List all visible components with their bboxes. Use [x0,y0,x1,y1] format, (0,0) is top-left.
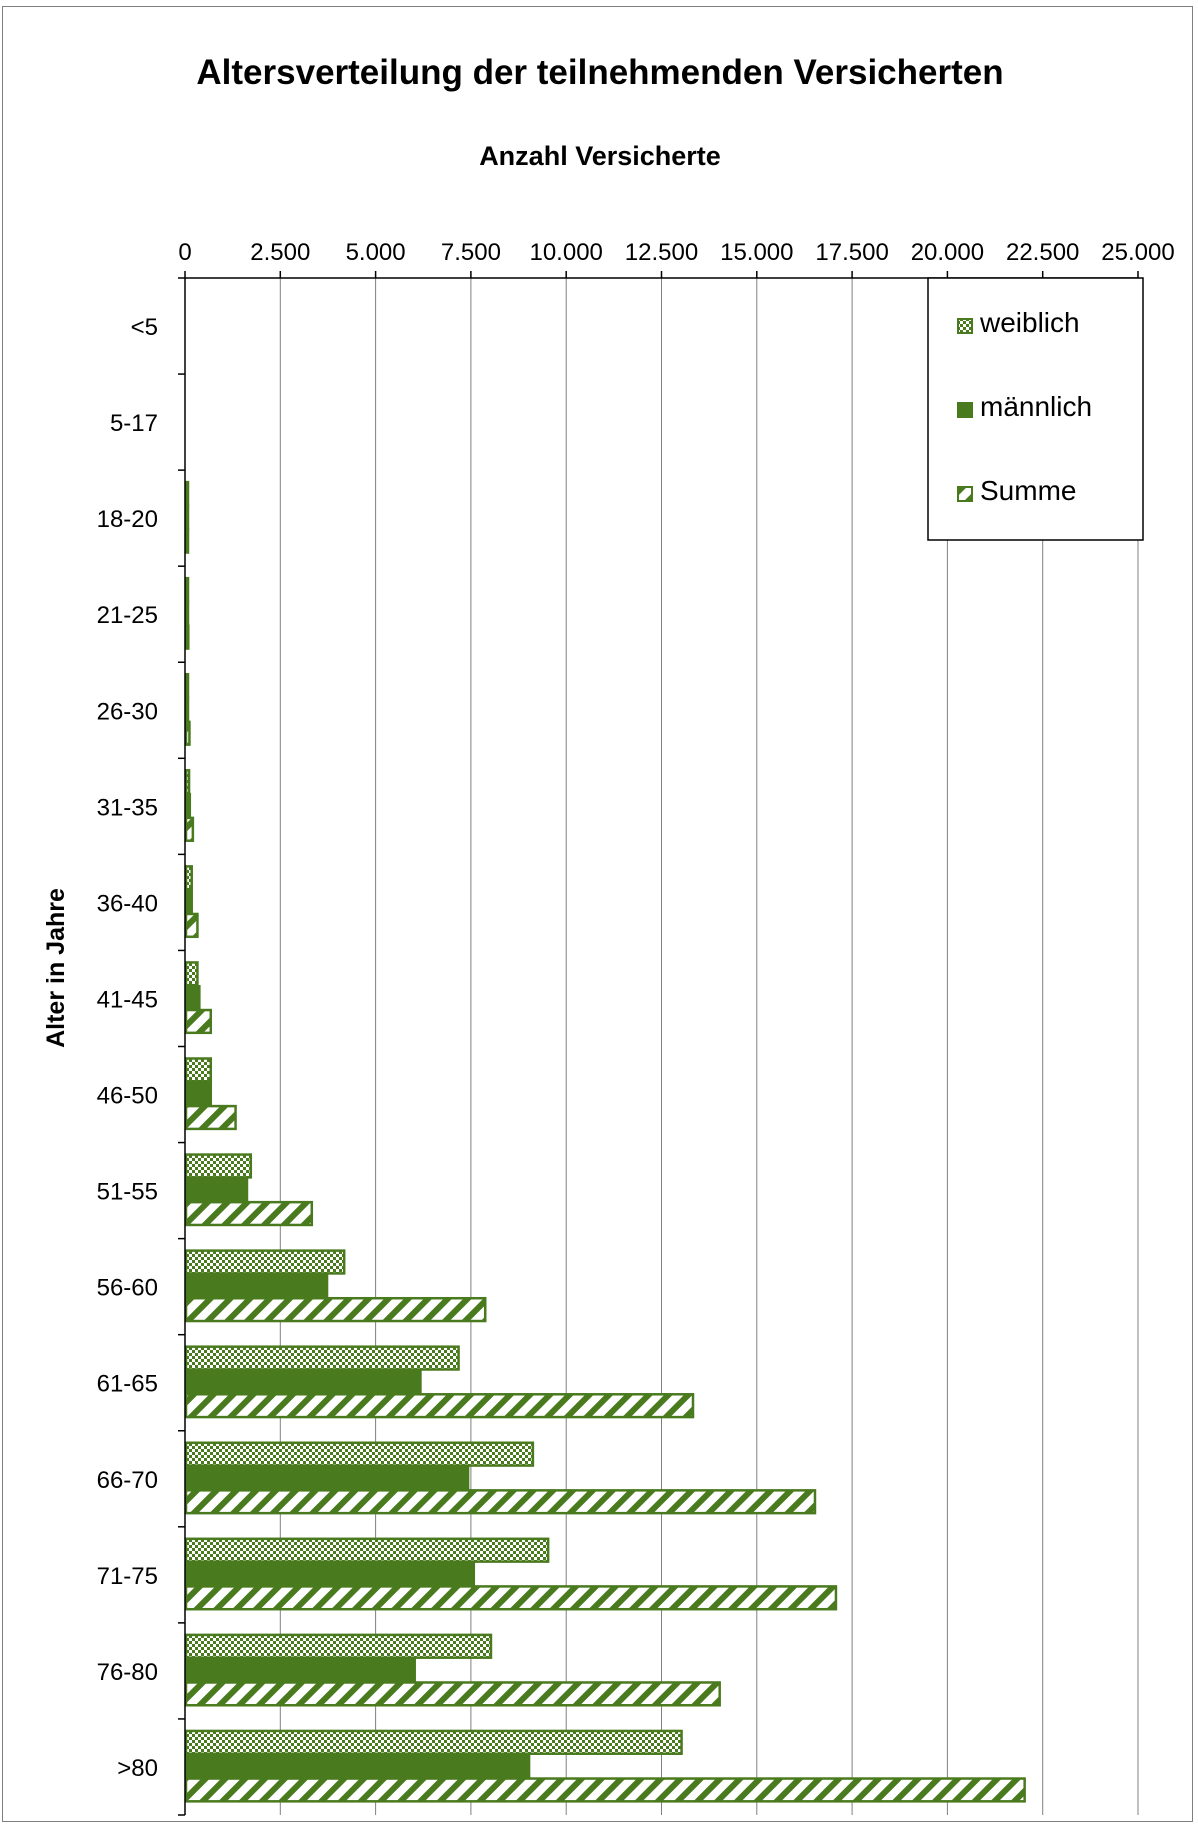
bar-checker [184,865,193,891]
bar-solid [184,1561,476,1587]
bar-checker [184,576,190,603]
y-tick-label: 51-55 [97,1179,158,1206]
bar-diagonal [184,1296,487,1323]
bar-solid [184,1465,470,1491]
legend-swatch-solid [957,402,973,418]
bar-solid [184,984,201,1011]
bar-checker [184,1633,493,1659]
x-tick-label: 5.000 [346,239,406,266]
bar-diagonal [184,1393,695,1419]
y-tick-label: >80 [117,1755,158,1782]
bar-solid [184,1753,531,1779]
y-tick-label: 41-45 [97,986,158,1013]
bar-solid [184,696,190,723]
bar-diagonal [184,1489,817,1515]
x-tick-label: 22.500 [1006,239,1079,266]
legend-swatch-diagonal [957,486,973,502]
bar-diagonal [184,1008,213,1035]
y-tick-label: <5 [131,314,158,341]
x-tick-label: 12.500 [625,239,698,266]
y-axis-title: Alter in Jahre [42,888,70,1048]
x-tick-label: 20.000 [911,239,984,266]
bar-diagonal [184,624,190,650]
legend-label: männlich [980,391,1092,422]
y-tick-label: 76-80 [97,1659,158,1686]
x-tick-label: 17.500 [815,239,888,266]
bar-solid [184,504,190,530]
bar-checker [184,480,190,507]
bar-solid [184,1369,422,1395]
bar-checker [184,769,191,795]
bar-solid [184,1177,249,1203]
x-tick-label: 7.500 [441,239,501,266]
x-tick-label: 25.000 [1101,239,1174,266]
bar-diagonal [184,1681,721,1707]
bar-checker [184,1729,683,1755]
bar-checker [184,961,199,987]
y-tick-label: 21-25 [97,602,158,629]
bar-solid [184,792,192,819]
bars [184,480,1026,1803]
legend-label: weiblich [979,307,1080,338]
y-tick-label: 71-75 [97,1563,158,1590]
bar-solid [184,1657,416,1683]
legend-label: Summe [980,475,1076,506]
legend: weiblich männlich Summe [927,277,1144,541]
x-axis-title: Anzahl Versicherte [479,141,721,171]
x-tick-label: 2.500 [250,239,310,266]
y-tick-label: 61-65 [97,1371,158,1398]
y-tick-label: 26-30 [97,698,158,725]
chart-title: Altersverteilung der teilnehmenden Versi… [196,53,1003,92]
x-tick-label: 10.000 [529,239,602,266]
y-tick-label: 5-17 [110,410,158,437]
y-tick-label: 36-40 [97,890,158,917]
y-tick-label: 66-70 [97,1467,158,1494]
bar-diagonal [184,1200,314,1227]
x-tick-labels: 0 2.500 5.000 7.500 10.000 12.500 15.000 17.500… [178,239,1174,266]
bar-solid [184,1273,329,1299]
y-tick-label: 31-35 [97,794,158,821]
bar-diagonal [184,1777,1026,1803]
x-tick-label: 15.000 [720,239,793,266]
bar-diagonal [184,816,195,842]
bar-diagonal [184,528,190,554]
bar-checker [184,1345,460,1371]
bar-checker [184,1441,535,1467]
bar-diagonal [184,1585,838,1611]
bar-checker [184,1057,213,1083]
bar-checker [184,1537,550,1563]
legend-swatch-checker [957,318,973,334]
bar-diagonal [184,720,191,746]
bar-checker [184,1153,253,1179]
y-tick-label: 18-20 [97,506,158,533]
bar-solid [184,888,193,915]
y-tick-labels: <5 5-17 18-20 21-25 26-30 31-35 36-40 41-45 46-5… [97,314,158,1782]
bar-diagonal [184,912,199,939]
x-tick-label: 0 [178,239,191,266]
bar-solid [184,600,190,627]
bar-checker [184,673,190,699]
bar-checker [184,1249,346,1275]
y-tick-label: 46-50 [97,1083,158,1110]
y-tick-label: 56-60 [97,1275,158,1302]
bar-diagonal [184,1104,237,1131]
bar-solid [184,1081,213,1107]
